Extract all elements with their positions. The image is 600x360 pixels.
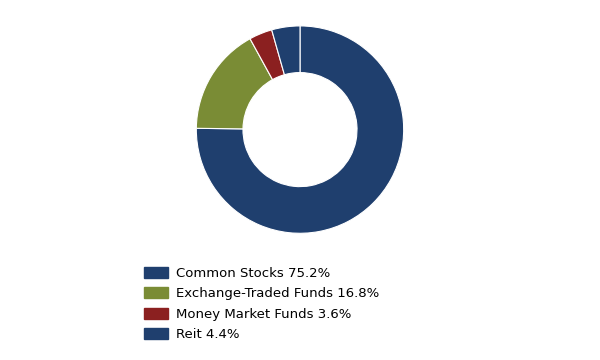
Wedge shape [196,26,404,233]
Legend: Common Stocks 75.2%, Exchange-Traded Funds 16.8%, Money Market Funds 3.6%, Reit : Common Stocks 75.2%, Exchange-Traded Fun… [139,262,384,346]
Wedge shape [250,30,284,80]
Wedge shape [272,26,300,75]
Wedge shape [196,39,272,129]
